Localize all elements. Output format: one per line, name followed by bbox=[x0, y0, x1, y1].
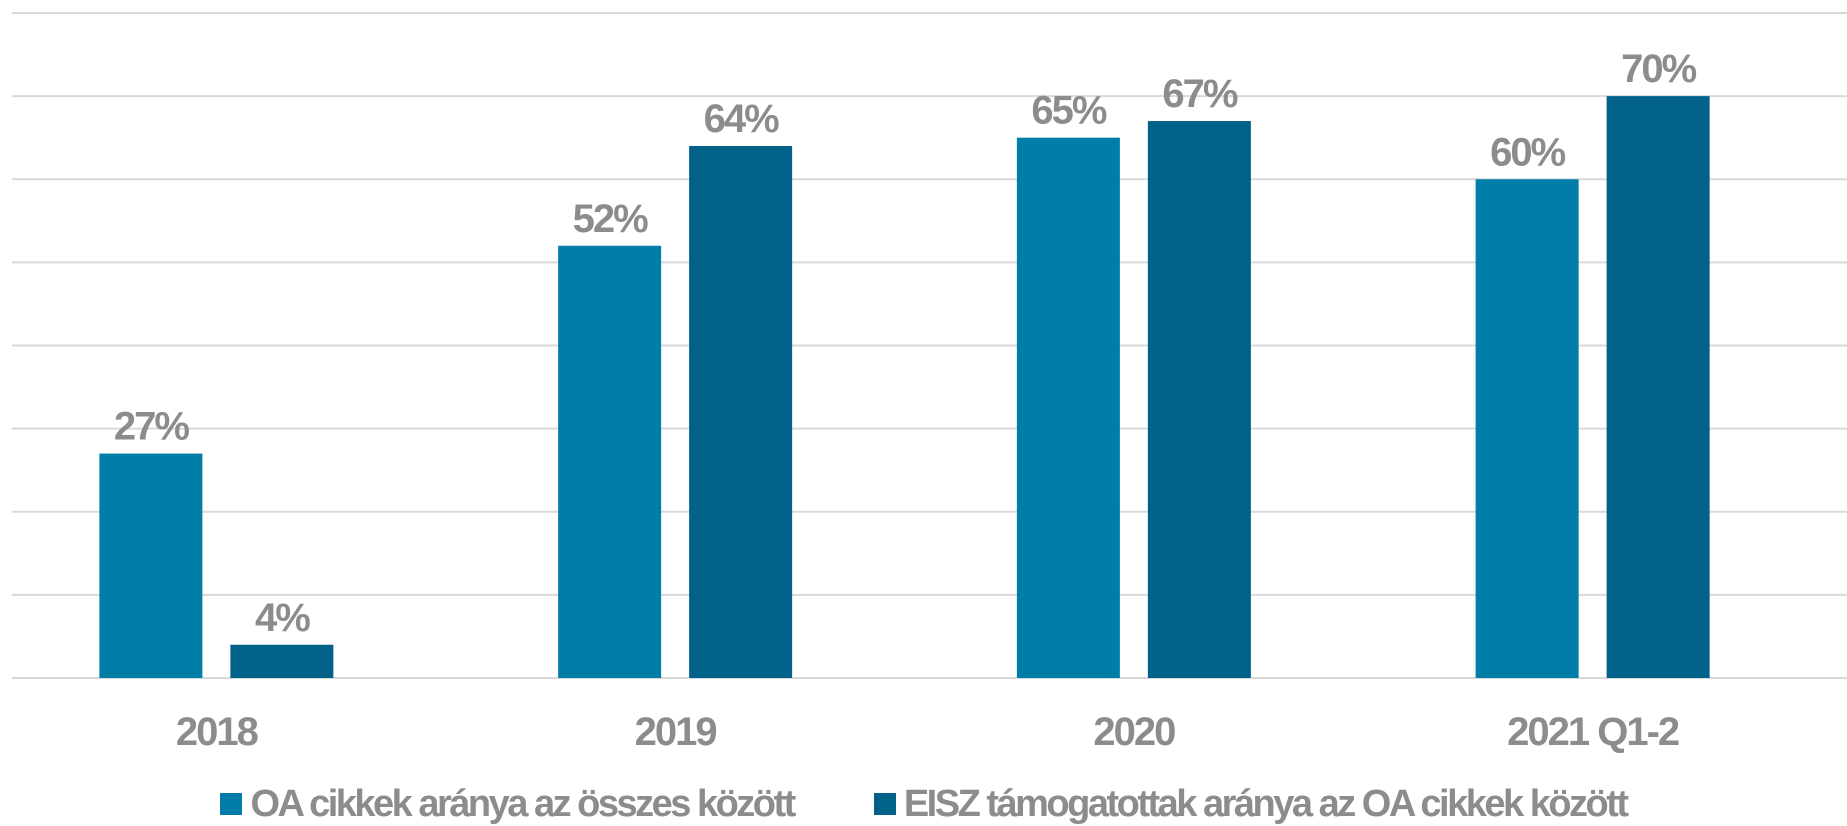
bar-series-1-2020 bbox=[1016, 137, 1120, 678]
data-label: 60% bbox=[1490, 130, 1565, 174]
bar-series-2-2021-Q1-2 bbox=[1606, 96, 1710, 678]
gridlines bbox=[12, 12, 1847, 679]
x-tick-label: 2020 bbox=[1093, 710, 1175, 754]
data-label: 65% bbox=[1031, 89, 1106, 133]
data-label: 4% bbox=[255, 596, 310, 640]
legend-label-series-1: OA cikkek aránya az összes között bbox=[250, 782, 796, 825]
legend: OA cikkek aránya az összes között EISZ t… bbox=[0, 782, 1847, 826]
bar-series-1-2021-Q1-2 bbox=[1475, 179, 1579, 678]
data-label: 67% bbox=[1162, 72, 1237, 116]
data-label: 52% bbox=[573, 197, 648, 241]
bar-series-1-2019 bbox=[558, 245, 662, 678]
legend-label-series-2: EISZ támogatottak aránya az OA cikkek kö… bbox=[903, 782, 1629, 825]
data-label: 70% bbox=[1621, 47, 1696, 91]
data-labels: 27% 4% 52% 64% 65% 67% 60% 70% bbox=[114, 47, 1699, 640]
x-tick-label: 2019 bbox=[635, 710, 717, 754]
bar-series-2-2018 bbox=[230, 644, 334, 678]
bar-series-2-2020 bbox=[1147, 121, 1251, 678]
x-tick-label: 2018 bbox=[176, 710, 259, 754]
legend-item-series-1: OA cikkek aránya az összes között bbox=[220, 782, 796, 826]
legend-item-series-2: EISZ támogatottak aránya az OA cikkek kö… bbox=[873, 782, 1629, 826]
category-labels: 2018 2019 2020 2021 Q1-2 bbox=[176, 710, 1681, 754]
bar-chart: 27% 4% 52% 64% 65% 67% 60% 70% 2018 2019 2020 2021… bbox=[12, 12, 1847, 754]
x-tick-label: 2021 Q1-2 bbox=[1507, 710, 1679, 754]
bars bbox=[99, 96, 1710, 678]
bar-series-1-2018 bbox=[99, 453, 203, 678]
legend-swatch-series-2 bbox=[873, 793, 896, 815]
data-label: 64% bbox=[704, 97, 779, 141]
data-label: 27% bbox=[114, 405, 189, 449]
bar-series-2-2019 bbox=[689, 146, 793, 678]
legend-swatch-series-1 bbox=[220, 793, 243, 815]
